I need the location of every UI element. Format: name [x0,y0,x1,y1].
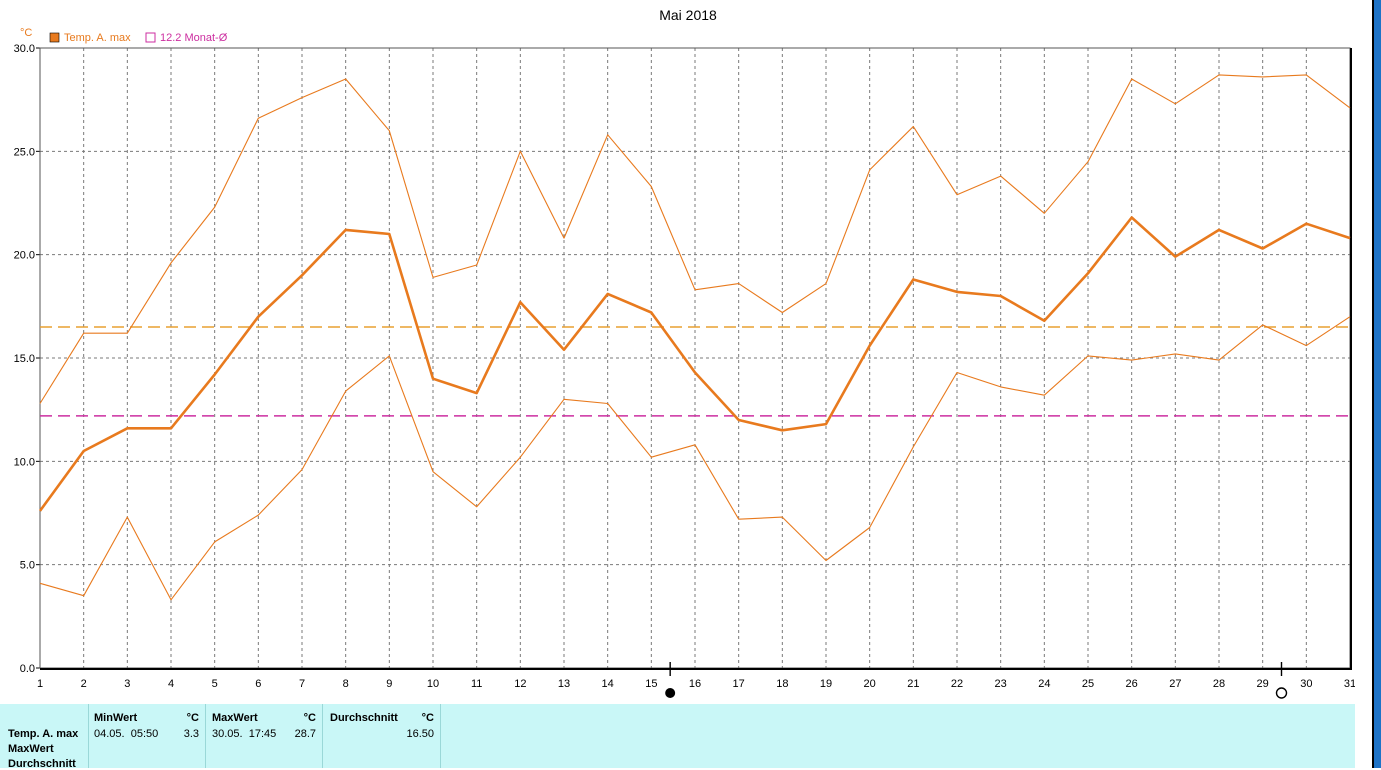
y-tick-label: 0.0 [20,663,35,675]
stats-max-date: 30.05. [212,728,243,740]
stats-avg-value: 16.50 [406,728,434,740]
x-tick-label: 18 [776,678,788,690]
x-tick-label: 31 [1344,678,1356,690]
x-tick-label: 29 [1257,678,1269,690]
x-tick-label: 23 [995,678,1007,690]
series-line-main [38,216,1351,512]
stats-row-labels: Temp. A. max MaxWert Durchschnitt [0,704,89,770]
stats-col-min: MinWert °C 04.05. 05:50 3.3 [89,704,206,768]
x-tick-label: 21 [907,678,919,690]
x-tick-label: 27 [1169,678,1181,690]
x-tick-label: 10 [427,678,439,690]
legend-main-swatch [49,32,60,43]
x-tick-label: 5 [212,678,218,690]
stats-max-time: 17:45 [248,728,277,740]
x-tick-label: 7 [299,678,305,690]
series-line-lower [39,316,1351,601]
x-tick-label: 16 [689,678,701,690]
stats-col-header: Durchschnitt [330,712,398,724]
full-moon-icon [1275,687,1288,699]
chart-title: Mai 2018 [659,7,717,23]
statistics-table: Temp. A. max MaxWert Durchschnitt MinWer… [0,704,1355,770]
stats-min-time: 05:50 [130,728,159,740]
y-tick-label: 15.0 [14,353,35,365]
x-tick-label: 2 [81,678,87,690]
x-tick-label: 28 [1213,678,1225,690]
window-edge [1355,0,1381,768]
x-tick-label: 19 [820,678,832,690]
x-tick-label: 6 [255,678,261,690]
stats-row-label: Temp. A. max [8,728,79,740]
stats-col-max: MaxWert °C 30.05. 17:45 28.7 [206,704,323,768]
stats-col-avg: Durchschnitt °C 16.50 [323,704,441,768]
y-tick-label: 10.0 [14,456,35,468]
plot-area: 0.05.010.015.020.025.030.01 2 3 4 5 6 7 8 9 10 11 1… [14,43,1356,699]
new-moon-icon [665,688,676,698]
desktop-strip [1374,0,1381,768]
stats-row-label: MaxWert [8,743,54,755]
stats-min-date: 04.05. [94,728,125,740]
x-tick-label: 4 [168,678,174,690]
stats-col-header: MaxWert [212,712,258,724]
x-tick-label: 13 [558,678,570,690]
x-tick-label: 24 [1038,678,1050,690]
stats-col-unit: °C [186,712,199,724]
x-tick-label: 15 [645,678,657,690]
stats-col-unit: °C [421,712,434,724]
x-tick-label: 3 [124,678,130,690]
x-tick-label: 8 [343,678,349,690]
x-tick-label: 12 [514,678,526,690]
x-tick-label: 11 [471,678,482,690]
y-tick-label: 25.0 [14,146,35,158]
x-tick-label: 17 [733,678,745,690]
x-tick-label: 9 [386,678,392,690]
y-tick-label: 5.0 [20,560,35,572]
stats-col-unit: °C [303,712,316,724]
x-tick-label: 26 [1126,678,1138,690]
legend-avg-swatch [145,32,156,43]
temperature-chart: Mai 2018 °C Temp. A. max 12.2 Monat-Ø 0.… [14,7,1356,699]
y-tick-label: 20.0 [14,250,35,262]
stats-col-header: MinWert [94,712,138,724]
y-tick-label: 30.0 [14,43,35,55]
legend: Temp. A. max 12.2 Monat-Ø [49,32,228,44]
x-tick-label: 22 [951,678,963,690]
legend-avg-label: 12.2 Monat-Ø [160,32,228,44]
x-tick-label: 25 [1082,678,1094,690]
stats-min-value: 3.3 [183,728,199,740]
stats-row-label: Durchschnitt [8,758,76,770]
y-unit-label: °C [20,27,32,39]
x-tick-label: 30 [1300,678,1312,690]
series-line-upper [39,74,1351,404]
window-divider [1372,0,1374,768]
legend-main-label: Temp. A. max [64,32,131,44]
stats-max-value: 28.7 [294,728,316,740]
x-tick-label: 1 [37,678,43,690]
x-tick-label: 14 [602,678,614,690]
x-tick-label: 20 [864,678,876,690]
